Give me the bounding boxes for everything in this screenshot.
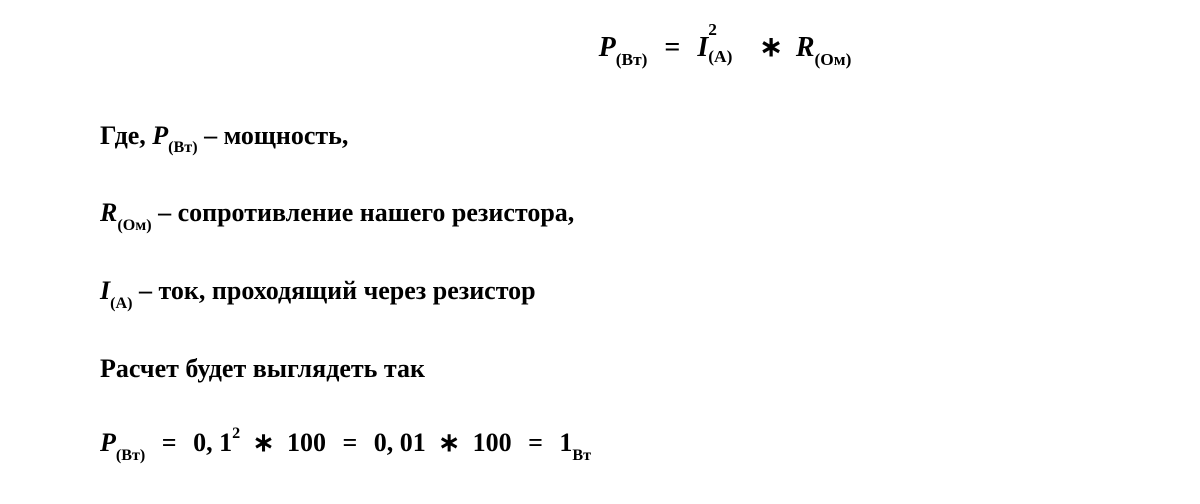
calculation-intro: Расчет будет выглядеть так bbox=[100, 351, 1100, 387]
i-sub: (А) bbox=[708, 47, 732, 66]
var-P: P bbox=[152, 121, 168, 150]
calculation-formula: P(Вт) = 0, 12 ∗ 100 = 0, 01 ∗ 100 = 1Вт bbox=[100, 425, 1100, 465]
var-P: P bbox=[100, 428, 116, 457]
prefix-where: Где, bbox=[100, 121, 152, 150]
definition-current: I(А) – ток, проходящий через резистор bbox=[100, 273, 1100, 313]
value-1: 1 bbox=[559, 428, 572, 457]
equals: = bbox=[162, 428, 177, 457]
var-R: R bbox=[796, 32, 815, 63]
mult: ∗ bbox=[253, 428, 275, 457]
intro-text: Расчет будет выглядеть так bbox=[100, 354, 425, 383]
value-100: 100 bbox=[287, 428, 326, 457]
sub-P: (Вт) bbox=[116, 447, 145, 464]
mult: ∗ bbox=[759, 32, 782, 63]
value-001: 0, 01 bbox=[374, 428, 426, 457]
var-I: I bbox=[100, 276, 110, 305]
dash: – bbox=[133, 276, 159, 305]
sub-watt: Вт bbox=[572, 447, 591, 464]
var-P: P bbox=[599, 32, 616, 63]
var-R: R bbox=[100, 198, 117, 227]
sub-P: (Вт) bbox=[168, 139, 197, 156]
var-I: I bbox=[697, 32, 708, 63]
sup-2: 2 bbox=[232, 425, 240, 442]
sub-R: (Ом) bbox=[117, 217, 151, 234]
desc-resistance: сопротивление нашего резистора, bbox=[178, 198, 575, 227]
definition-power: Где, P(Вт) – мощность, bbox=[100, 118, 1100, 158]
value-100b: 100 bbox=[473, 428, 512, 457]
sub-P: (Вт) bbox=[616, 50, 648, 69]
desc-current: ток, проходящий через резистор bbox=[159, 276, 536, 305]
equals: = bbox=[664, 32, 680, 63]
sub-R: (Ом) bbox=[815, 50, 852, 69]
value-01: 0, 1 bbox=[193, 428, 232, 457]
sub-I: (А) bbox=[110, 295, 132, 312]
definition-resistance: R(Ом) – сопротивление нашего резистора, bbox=[100, 195, 1100, 235]
power-formula: P(Вт) = I2(А) ∗ R(Ом) bbox=[350, 30, 1100, 68]
i-sup: 2 bbox=[708, 20, 717, 40]
dash: – bbox=[152, 198, 178, 227]
i-supsub: 2(А) bbox=[708, 32, 732, 64]
desc-power: мощность, bbox=[224, 121, 349, 150]
equals: = bbox=[342, 428, 357, 457]
mult: ∗ bbox=[438, 428, 460, 457]
dash: – bbox=[198, 121, 224, 150]
equals: = bbox=[528, 428, 543, 457]
